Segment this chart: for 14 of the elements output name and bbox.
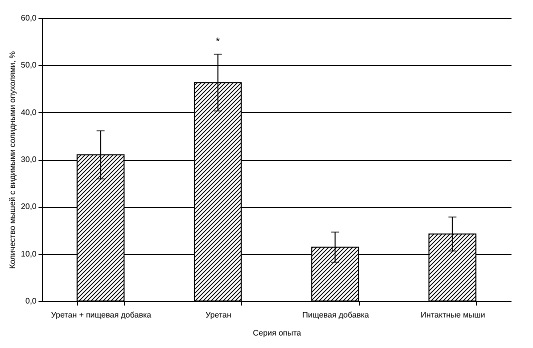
x-tick-label: Уретан — [205, 310, 232, 320]
x-axis-title: Серия опыта — [252, 328, 302, 338]
x-tick-label: Пищевая добавка — [302, 310, 370, 320]
y-tick-label: 10,0 — [20, 249, 38, 258]
y-axis-title: Количество мышей с видимыми солидными опухолями, % — [8, 51, 17, 269]
y-tick-label: 30,0 — [20, 155, 38, 164]
y-tick-label: 20,0 — [20, 202, 38, 212]
y-tick-label: 0,0 — [25, 296, 38, 306]
y-tick-label: 50,0 — [20, 60, 38, 70]
y-tick-label: 60,0 — [20, 14, 38, 22]
x-tick-label: Интактные мыши — [420, 310, 486, 320]
annotation: * — [216, 36, 220, 48]
x-tick-label: Уретан + пищевая добавка — [51, 310, 152, 320]
y-tick-label: 40,0 — [20, 108, 38, 117]
